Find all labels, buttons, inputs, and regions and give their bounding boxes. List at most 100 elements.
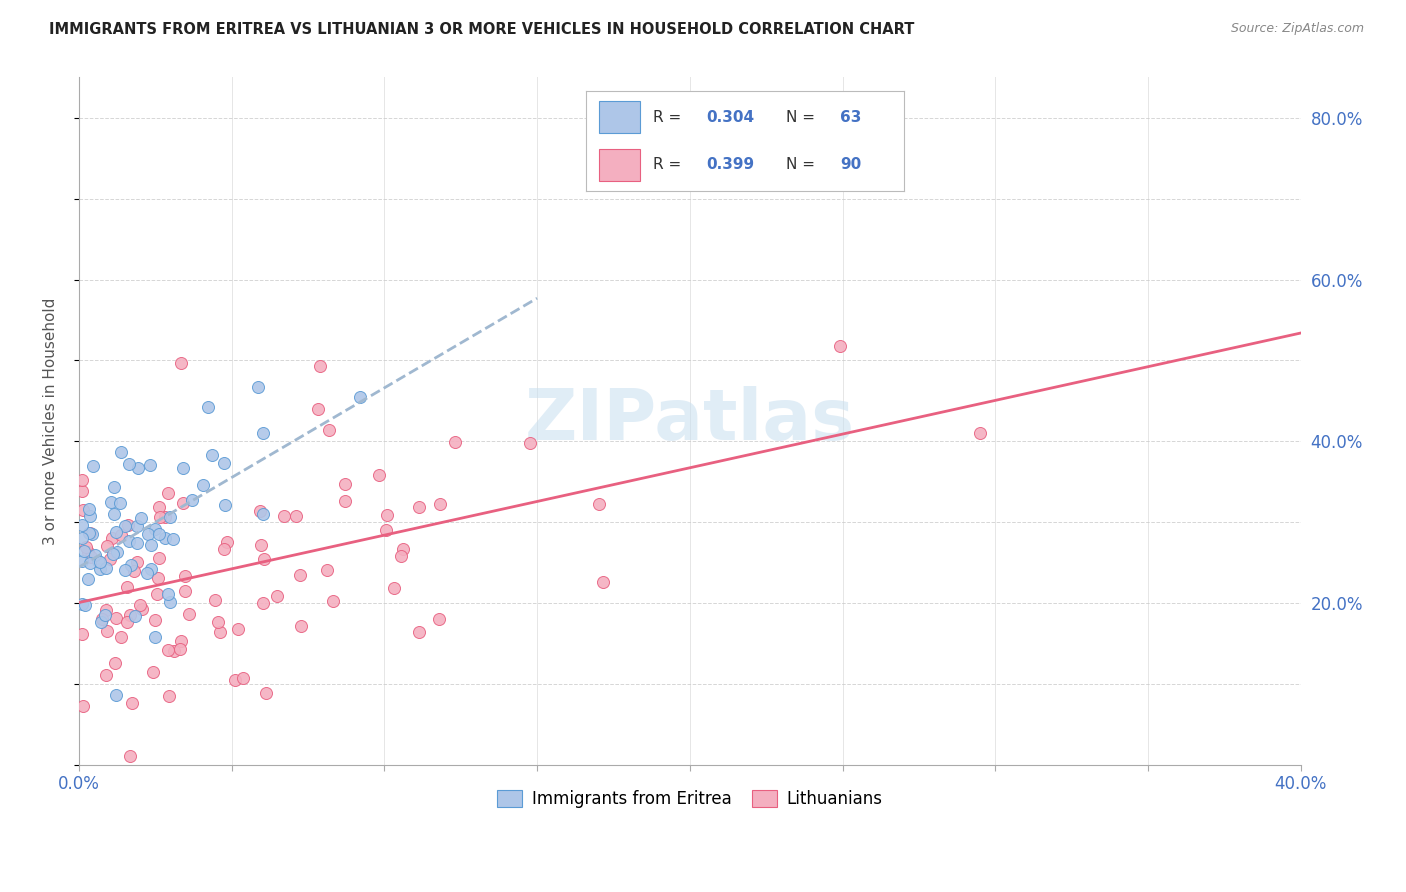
Point <box>70 554 93 568</box>
Point <box>592 575 614 590</box>
Point <box>80 526 103 541</box>
Point <box>148 526 170 541</box>
Point <box>333 494 356 508</box>
Point <box>226 622 249 636</box>
Point <box>148 551 170 566</box>
Point <box>89 555 111 569</box>
Point <box>114 564 136 578</box>
Text: Source: ZipAtlas.com: Source: ZipAtlas.com <box>1230 22 1364 36</box>
Point <box>100 531 122 545</box>
Point <box>153 510 176 524</box>
Point <box>118 749 141 764</box>
Point <box>169 641 191 656</box>
Point <box>146 571 169 585</box>
Point <box>172 460 194 475</box>
Point <box>249 539 271 553</box>
Point <box>96 624 118 638</box>
Point <box>89 562 111 576</box>
Point <box>427 612 450 626</box>
Point <box>77 572 100 586</box>
Point <box>138 458 160 473</box>
Point <box>290 619 312 633</box>
Point <box>120 608 142 623</box>
Point <box>120 558 142 573</box>
Point <box>80 549 103 564</box>
Point <box>588 497 610 511</box>
Point <box>408 624 430 639</box>
Point <box>75 541 97 555</box>
Point <box>70 473 93 487</box>
Point <box>105 524 128 539</box>
Point <box>82 459 104 474</box>
Point <box>309 359 332 373</box>
Point <box>98 551 121 566</box>
Point <box>174 584 197 599</box>
Point <box>157 690 180 704</box>
Point <box>75 599 97 613</box>
Point <box>333 476 356 491</box>
Point <box>172 495 194 509</box>
Point <box>266 589 288 603</box>
Point <box>143 630 166 644</box>
Point <box>212 456 235 470</box>
Point <box>114 519 136 533</box>
Point <box>117 517 139 532</box>
Point <box>117 615 139 630</box>
Point <box>139 561 162 575</box>
Point <box>156 587 179 601</box>
Point <box>79 509 101 524</box>
Point <box>77 501 100 516</box>
Point <box>191 477 214 491</box>
Point <box>159 509 181 524</box>
Legend: Immigrants from Eritrea, Lithuanians: Immigrants from Eritrea, Lithuanians <box>491 783 890 814</box>
Point <box>77 545 100 559</box>
Point <box>122 565 145 579</box>
Point <box>214 498 236 512</box>
Point <box>110 445 132 459</box>
Point <box>104 656 127 670</box>
Point <box>87 554 110 568</box>
Point <box>519 436 541 450</box>
Point <box>110 527 132 541</box>
Point <box>215 535 238 549</box>
Point <box>108 496 131 510</box>
Point <box>157 643 180 657</box>
Point <box>70 518 93 533</box>
Point <box>77 526 100 541</box>
Point <box>214 541 236 556</box>
Point <box>285 509 308 524</box>
Point <box>129 598 152 612</box>
Point <box>149 510 172 524</box>
Point <box>156 485 179 500</box>
Point <box>249 504 271 518</box>
Point <box>197 401 219 415</box>
Point <box>315 564 337 578</box>
Point <box>94 561 117 575</box>
Point <box>124 609 146 624</box>
Point <box>443 434 465 449</box>
Point <box>96 668 118 682</box>
Point <box>162 532 184 546</box>
Point <box>103 507 125 521</box>
Point <box>252 425 274 440</box>
Point <box>84 548 107 562</box>
Point <box>201 448 224 462</box>
Point <box>100 495 122 509</box>
Point <box>148 500 170 514</box>
Point <box>143 522 166 536</box>
Point <box>224 673 246 687</box>
Point <box>72 698 94 713</box>
Point <box>253 552 276 566</box>
Point <box>204 592 226 607</box>
Point <box>322 594 344 608</box>
Point <box>143 613 166 627</box>
Point <box>70 598 93 612</box>
Point <box>368 467 391 482</box>
Point <box>90 612 112 626</box>
Point <box>349 390 371 404</box>
Point <box>101 547 124 561</box>
Point <box>389 549 412 564</box>
Point <box>252 596 274 610</box>
Point <box>246 379 269 393</box>
Point <box>127 461 149 475</box>
